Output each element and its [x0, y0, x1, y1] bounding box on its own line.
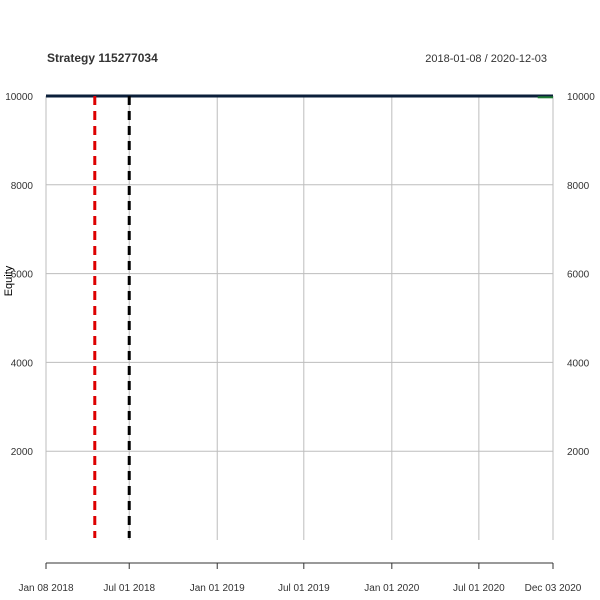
- y-tick-label-right: 10000: [567, 92, 595, 103]
- y-tick-label-left: 4000: [11, 358, 34, 369]
- chart-title: Strategy 115277034: [47, 51, 158, 65]
- x-tick-label: Jan 08 2018: [18, 583, 73, 594]
- x-tick-label: Jan 01 2020: [364, 583, 419, 594]
- y-tick-label-left: 8000: [11, 181, 34, 192]
- y-tick-label-right: 6000: [567, 270, 590, 281]
- grid-lines: [45, 95, 554, 540]
- x-tick-label: Jul 01 2020: [453, 583, 505, 594]
- y-tick-label-left: 6000: [11, 270, 34, 281]
- y-tick-label-left: 2000: [11, 447, 34, 458]
- y-tick-label-right: 2000: [567, 447, 590, 458]
- marker-lines: [93, 96, 131, 538]
- x-tick-label: Dec 03 2020: [525, 583, 582, 594]
- y-tick-label-right: 8000: [567, 181, 590, 192]
- series-lines: [46, 94, 553, 99]
- x-tick-label: Jan 01 2019: [190, 583, 245, 594]
- axis-ticks: 2000 2000 4000 4000 6000 6000 8000 8000 10000 100…: [5, 92, 595, 594]
- y-tick-label-right: 4000: [567, 358, 590, 369]
- x-tick-label: Jul 01 2018: [103, 583, 155, 594]
- y-tick-label-left: 10000: [5, 92, 33, 103]
- date-range: 2018-01-08 / 2020-12-03: [425, 53, 547, 65]
- y-axis-label: Equity: [3, 265, 15, 296]
- x-tick-label: Jul 01 2019: [278, 583, 330, 594]
